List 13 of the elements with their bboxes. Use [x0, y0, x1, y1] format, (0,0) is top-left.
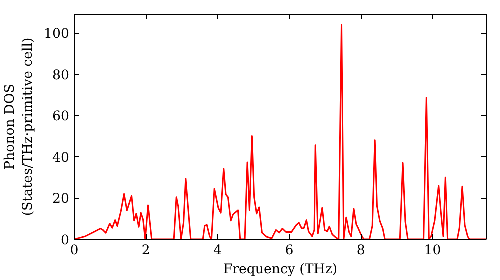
- x-tick-label: 10: [424, 244, 442, 258]
- y-tick-label: 0: [61, 234, 70, 248]
- y-tick-label: 40: [52, 150, 70, 166]
- x-axis-title: Frequency (THz): [223, 262, 338, 278]
- x-tick-label: 8: [356, 244, 366, 258]
- y-tick-label: 60: [52, 110, 70, 125]
- y-tick-label: 20: [52, 192, 70, 208]
- y-tick-label: 100: [44, 27, 70, 42]
- y-tick-label: 80: [52, 68, 70, 84]
- x-tick-label: 4: [214, 244, 222, 258]
- x-tick-label: 2: [142, 244, 150, 258]
- x-tick-label: 6: [285, 244, 294, 258]
- y-axis-title: Phonon DOS (States/THz·primitive cell): [3, 38, 36, 216]
